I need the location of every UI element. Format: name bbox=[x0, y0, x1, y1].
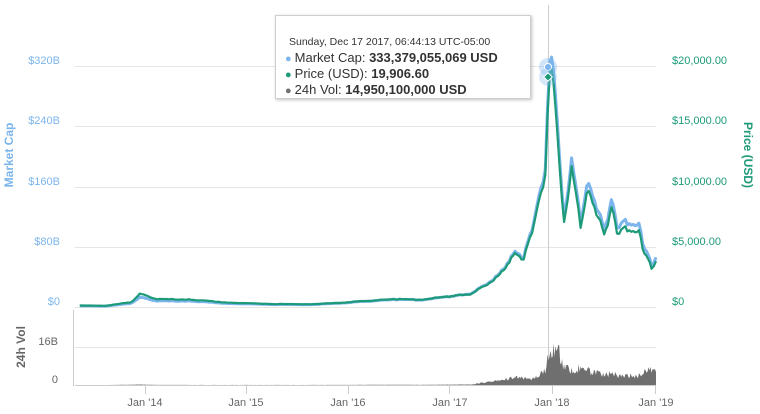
vol-tick-16b: 16B bbox=[38, 336, 58, 348]
right-axis-title: Price (USD) bbox=[741, 122, 755, 188]
tooltip-value: 14,950,100,000 USD bbox=[345, 82, 467, 97]
x-tick-jan-18: Jan '18 bbox=[534, 397, 569, 409]
left-tick-80b: $80B bbox=[34, 236, 60, 248]
x-tick-jan-14: Jan '14 bbox=[127, 397, 162, 409]
tooltip-date: Sunday, Dec 17 2017, 06:44:13 UTC-05:00 bbox=[289, 36, 491, 48]
x-tick-jan-15: Jan '15 bbox=[228, 397, 263, 409]
volume-area[interactable] bbox=[79, 343, 657, 385]
tooltip-label: Market Cap: bbox=[294, 50, 370, 65]
right-tick-15000: $15,000.00 bbox=[672, 115, 727, 127]
x-tick-jan-19: Jan '19 bbox=[638, 397, 673, 409]
left-axis-labels: $320B $240B $160B $80B $0 bbox=[28, 55, 60, 308]
volume-dot-icon: ● bbox=[285, 85, 292, 97]
vol-tick-0: 0 bbox=[52, 374, 58, 386]
x-tick-jan-16: Jan '16 bbox=[330, 397, 365, 409]
right-tick-10000: $10,000.00 bbox=[672, 176, 727, 188]
chart-tooltip: Sunday, Dec 17 2017, 06:44:13 UTC-05:00 … bbox=[275, 15, 531, 99]
price-dot-icon: ● bbox=[285, 69, 292, 81]
left-tick-160b: $160B bbox=[28, 176, 60, 188]
right-tick-20000: $20,000.00 bbox=[672, 55, 727, 67]
tooltip-row-market-cap: ● Market Cap: 333,379,055,069 USD bbox=[285, 50, 498, 65]
hover-markers bbox=[539, 58, 557, 86]
tooltip-label: 24h Vol: bbox=[294, 82, 346, 97]
x-tick-jan-17: Jan '17 bbox=[432, 397, 467, 409]
price-line[interactable] bbox=[79, 68, 658, 307]
x-axis-labels: Jan '14 Jan '15 Jan '16 Jan '17 Jan '18 … bbox=[127, 397, 673, 409]
volume-axis-labels: 16B 0 bbox=[38, 336, 58, 386]
left-tick-0: $0 bbox=[48, 296, 60, 308]
market-cap-dot-icon: ● bbox=[285, 53, 292, 65]
tooltip-value: 333,379,055,069 USD bbox=[369, 50, 498, 65]
price-panel-gridlines bbox=[75, 66, 656, 308]
tooltip-value: 19,906.60 bbox=[371, 66, 430, 81]
tooltip-row-volume: ● 24h Vol: 14,950,100,000 USD bbox=[285, 82, 467, 97]
left-tick-320b: $320B bbox=[28, 55, 60, 67]
right-tick-0: $0 bbox=[672, 296, 684, 308]
tooltip-row-price: ● Price (USD): 19,906.60 bbox=[285, 66, 429, 81]
right-tick-5000: $5,000.00 bbox=[672, 236, 721, 248]
left-axis-title: Market Cap bbox=[2, 123, 16, 188]
x-tick-marks bbox=[145, 386, 656, 394]
left-tick-240b: $240B bbox=[28, 115, 60, 127]
right-axis-labels: $20,000.00 $15,000.00 $10,000.00 $5,000.… bbox=[672, 55, 727, 308]
tooltip-label: Price (USD): bbox=[294, 66, 372, 81]
volume-axis-title: 24h Vol bbox=[14, 326, 28, 368]
